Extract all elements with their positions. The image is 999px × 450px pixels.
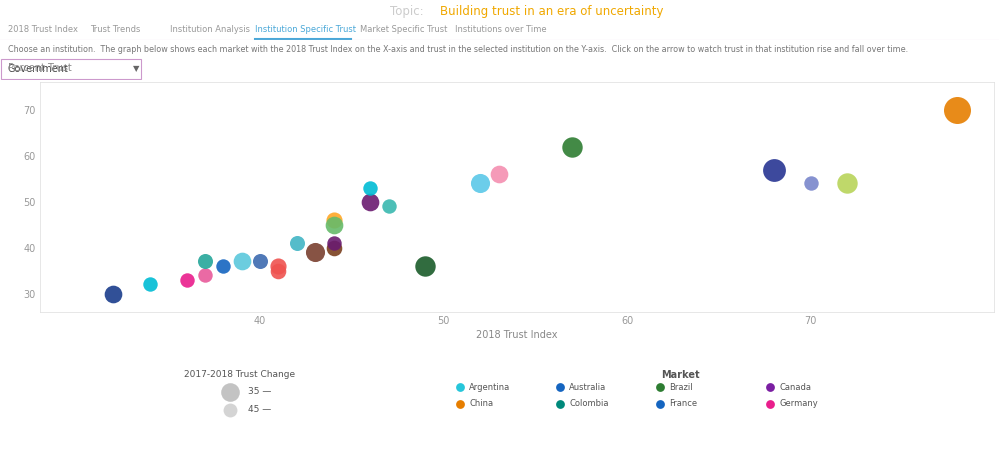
Text: Choose an institution.  The graph below shows each market with the 2018 Trust In: Choose an institution. The graph below s… [8,45,908,54]
Point [381,202,397,210]
Point [252,258,268,265]
Point [326,216,342,224]
Point [839,180,855,187]
Text: Colombia: Colombia [569,400,608,409]
Point [289,239,305,247]
Point [766,166,782,173]
Point [222,388,238,396]
Point [326,244,342,251]
Point [326,239,342,247]
Point [197,272,213,279]
Point [363,184,379,192]
Point [142,281,158,288]
Point [452,383,468,391]
Text: Brazil: Brazil [669,382,692,392]
Point [762,400,778,408]
Point [452,400,468,408]
Text: ❚❚: ❚❚ [8,431,24,441]
Text: Government: Government [8,64,69,74]
Point [418,262,434,270]
Text: Germany: Germany [779,400,818,409]
Text: 2018 Trust Index: 2018 Trust Index [8,26,78,35]
Point [762,383,778,391]
Text: Institution Analysis: Institution Analysis [170,26,250,35]
Text: Trust Trends: Trust Trends [90,26,141,35]
Point [179,276,195,284]
Text: Percent Trust: Percent Trust [8,63,72,73]
FancyBboxPatch shape [1,59,141,79]
Text: ▼: ▼ [133,64,139,73]
Point [234,258,250,265]
Text: Institution Specific Trust: Institution Specific Trust [255,26,356,35]
Text: France: France [669,400,697,409]
Text: Argentina: Argentina [469,382,510,392]
Text: Canada: Canada [779,382,811,392]
Point [271,267,287,274]
Point [552,383,568,391]
Point [326,221,342,228]
Point [652,383,668,391]
Text: Market Specific Trust: Market Specific Trust [360,26,448,35]
Point [652,400,668,408]
Point [802,180,818,187]
Text: Market: Market [660,370,699,380]
Point [473,180,489,187]
Point [363,198,379,205]
Text: ❓: ❓ [985,6,991,16]
Point [222,406,238,414]
Point [105,290,121,297]
Point [307,249,323,256]
Text: 2018: 2018 [980,431,999,441]
Point [552,400,568,408]
Text: Australia: Australia [569,382,606,392]
Point [949,106,965,113]
Text: Building trust in an era of uncertainty: Building trust in an era of uncertainty [440,4,663,18]
Text: 35 —: 35 — [248,387,272,396]
Point [564,143,580,150]
Point [32,432,48,440]
Point [491,171,506,178]
Text: 2017-2018 Trust Change: 2017-2018 Trust Change [185,370,296,379]
Text: ⓘ: ⓘ [967,6,973,16]
Text: Topic:: Topic: [390,4,424,18]
Text: 2012: 2012 [22,431,47,441]
Text: 45 —: 45 — [248,405,272,414]
X-axis label: 2018 Trust Index: 2018 Trust Index [477,330,557,340]
Point [216,262,232,270]
Text: Institutions over Time: Institutions over Time [455,26,546,35]
Text: China: China [469,400,494,409]
Point [197,258,213,265]
Point [271,262,287,270]
